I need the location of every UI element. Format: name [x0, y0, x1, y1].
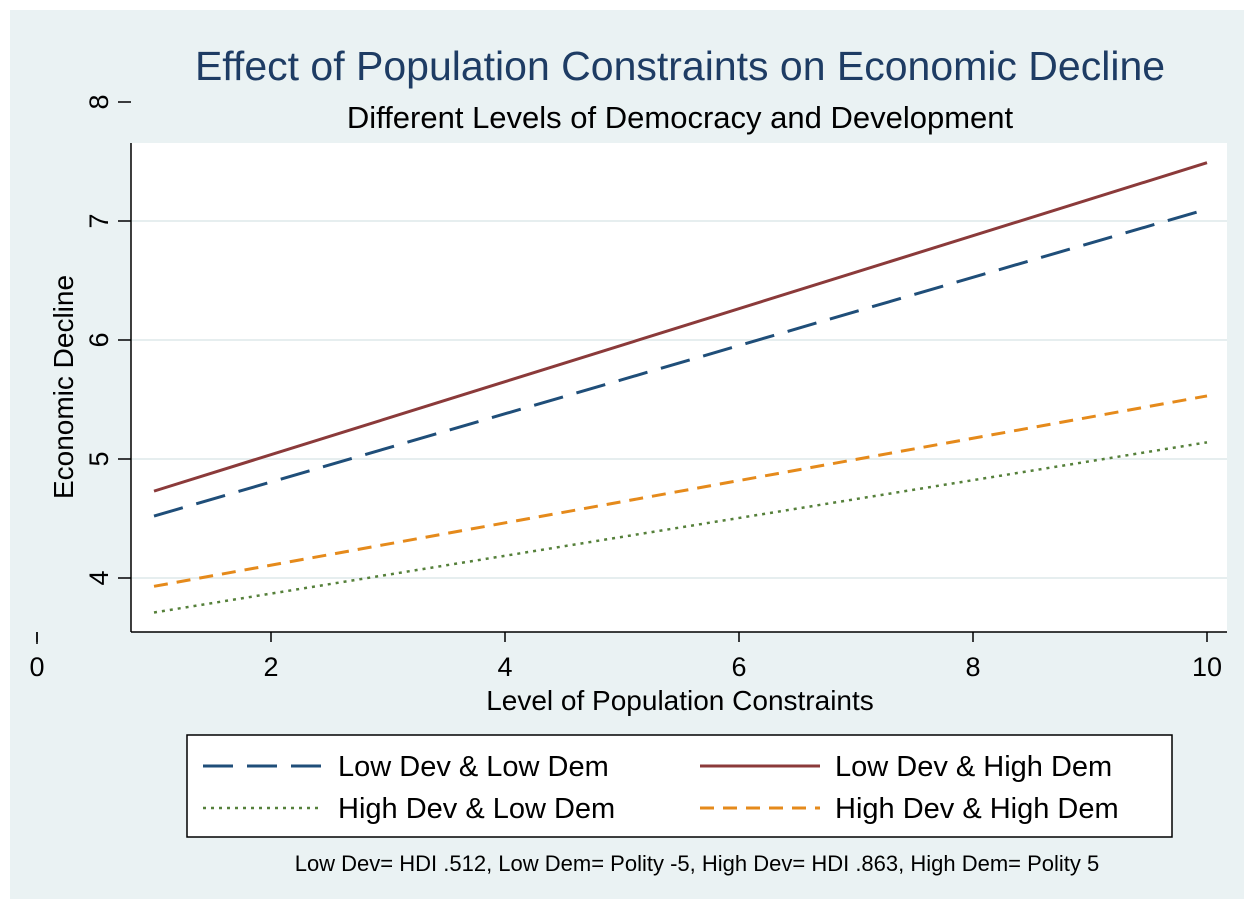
x-tick-label-10: 10 [1192, 652, 1222, 682]
series-line-1 [153, 207, 1208, 518]
y-tick-label-7: 7 [84, 213, 114, 228]
y-tick-label-6: 6 [84, 332, 114, 347]
legend-label-4: High Dev & High Dem [835, 793, 1119, 825]
plot-area [131, 143, 1227, 632]
x-tick-label-2: 2 [263, 652, 278, 682]
series-line-3 [153, 441, 1208, 614]
legend-label-1: Low Dev & Low Dem [338, 751, 609, 783]
series-line-4 [153, 394, 1208, 588]
legend-box [186, 734, 1173, 838]
chart-note: Low Dev= HDI .512, Low Dem= Polity -5, H… [295, 851, 1100, 876]
legend-label-3: High Dev & Low Dem [338, 793, 615, 825]
x-tick-label-8: 8 [965, 652, 980, 682]
series-line-2 [153, 161, 1208, 493]
y-tick-label-5: 5 [84, 451, 114, 466]
x-tick-label-0: 0 [29, 652, 44, 682]
axes: 0 2 4 6 8 10 4 5 6 7 8 [29, 94, 1227, 682]
chart-title: Effect of Population Constraints on Econ… [195, 43, 1165, 89]
x-axis-label: Level of Population Constraints [486, 685, 874, 716]
y-tick-label-4: 4 [84, 570, 114, 585]
series-lines [153, 161, 1208, 614]
legend-label-2: Low Dev & High Dem [835, 751, 1112, 783]
chart-subtitle: Different Levels of Democracy and Develo… [347, 100, 1014, 135]
x-tick-label-6: 6 [731, 652, 746, 682]
y-axis-label: Economic Decline [48, 275, 79, 499]
legend: Low Dev & Low Dem Low Dev & High Dem High … [186, 734, 1173, 838]
y-tick-label-8: 8 [84, 94, 114, 109]
gridlines [131, 220, 1227, 579]
x-tick-label-4: 4 [497, 652, 512, 682]
